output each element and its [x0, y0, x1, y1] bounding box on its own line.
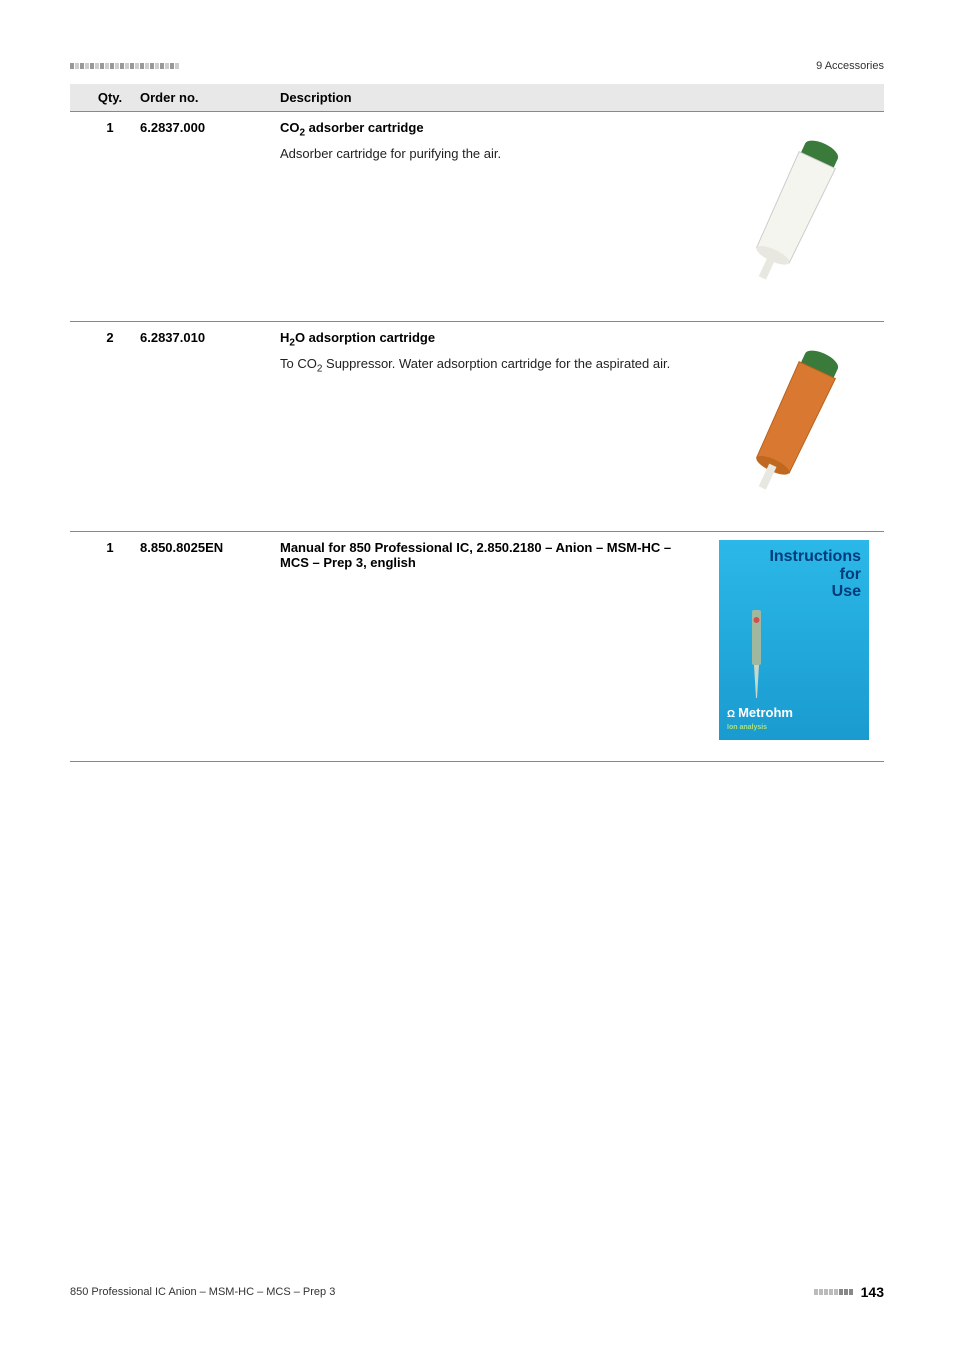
omega-icon: Ω	[727, 709, 735, 720]
table-row: 1 6.2837.000 CO2 adsorber cartridge Adso…	[70, 112, 884, 322]
table-header-row: Qty. Order no. Description	[70, 84, 884, 112]
manual-title-line3: Use	[727, 583, 861, 601]
manual-cover-title: Instructions for Use	[727, 548, 861, 601]
row-image-cartridge-orange	[714, 330, 874, 523]
manual-title-line1: Instructions	[727, 548, 861, 566]
row-qty: 1	[80, 120, 140, 313]
header-order-no: Order no.	[140, 90, 280, 105]
section-label: 9 Accessories	[816, 60, 884, 72]
page-header: 9 Accessories	[70, 60, 884, 72]
row-order-no: 6.2837.010	[140, 330, 280, 523]
row-description: Adsorber cartridge for purifying the air…	[280, 145, 694, 163]
row-image-manual-cover: Instructions for Use Ω Metrohm Ion analy…	[714, 540, 874, 753]
row-qty: 2	[80, 330, 140, 523]
manual-brand-block: Ω Metrohm Ion analysis	[727, 705, 793, 732]
title-prefix: CO	[280, 120, 300, 135]
row-description-block: Manual for 850 Professional IC, 2.850.21…	[280, 540, 714, 753]
manual-cover-graphic: Instructions for Use Ω Metrohm Ion analy…	[719, 540, 869, 740]
page-number: 143	[861, 1284, 884, 1300]
desc-suffix: Suppressor. Water adsorption cartridge f…	[322, 356, 670, 371]
pipette-icon	[744, 610, 769, 700]
table-row: 1 8.850.8025EN Manual for 850 Profession…	[70, 532, 884, 762]
row-order-no: 6.2837.000	[140, 120, 280, 313]
row-title: Manual for 850 Professional IC, 2.850.21…	[280, 540, 694, 570]
desc-prefix: To CO	[280, 356, 317, 371]
row-content-wrapper: 2 6.2837.010 H2O adsorption cartridge To…	[80, 330, 714, 523]
header-description: Description	[280, 90, 874, 105]
page-container: 9 Accessories Qty. Order no. Description…	[0, 0, 954, 1350]
row-description: To CO2 Suppressor. Water adsorption cart…	[280, 355, 694, 377]
row-content-wrapper: 1 8.850.8025EN Manual for 850 Profession…	[80, 540, 714, 753]
title-suffix: adsorber cartridge	[305, 120, 424, 135]
header-dashes-decoration	[70, 63, 179, 69]
title-suffix: O adsorption cartridge	[295, 330, 435, 345]
manual-title-line2: for	[727, 566, 861, 584]
footer-document-title: 850 Professional IC Anion – MSM-HC – MCS…	[70, 1286, 335, 1298]
footer-dashes-decoration	[814, 1289, 853, 1295]
manual-tagline: Ion analysis	[727, 724, 767, 731]
footer-right-block: 143	[814, 1284, 884, 1300]
manual-brand: Metrohm	[738, 705, 793, 720]
header-qty: Qty.	[80, 90, 140, 105]
row-description-block: H2O adsorption cartridge To CO2 Suppress…	[280, 330, 714, 523]
row-image-cartridge-white	[714, 120, 874, 313]
row-description-block: CO2 adsorber cartridge Adsorber cartridg…	[280, 120, 714, 313]
row-content-wrapper: 1 6.2837.000 CO2 adsorber cartridge Adso…	[80, 120, 714, 313]
row-title: CO2 adsorber cartridge	[280, 120, 694, 139]
row-order-no: 8.850.8025EN	[140, 540, 280, 753]
title-prefix: H	[280, 330, 289, 345]
table-row: 2 6.2837.010 H2O adsorption cartridge To…	[70, 322, 884, 532]
row-qty: 1	[80, 540, 140, 753]
page-footer: 850 Professional IC Anion – MSM-HC – MCS…	[70, 1284, 884, 1300]
row-title: H2O adsorption cartridge	[280, 330, 694, 349]
cartridge-orange-icon	[724, 330, 864, 510]
cartridge-white-icon	[724, 120, 864, 300]
